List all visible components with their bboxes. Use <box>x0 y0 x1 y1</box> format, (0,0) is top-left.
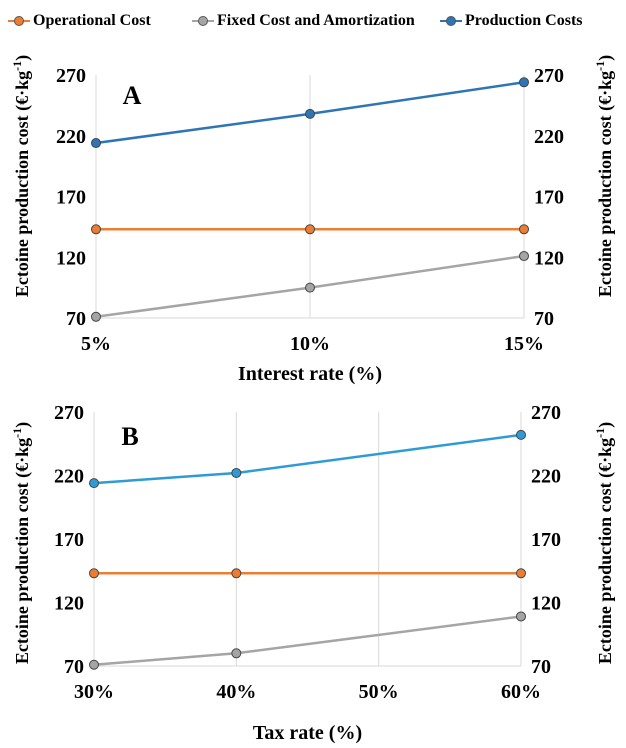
legend-marker-fixed <box>192 8 214 34</box>
y-tick-label-left: 220 <box>54 466 84 488</box>
data-point-production_b <box>232 468 241 477</box>
x-tick-label: 5% <box>81 333 111 355</box>
legend-item-production: Production Costs <box>440 8 583 34</box>
chart-panel-b: 70 70 120 120 170 170 220 220 270 270 30% 40% 50% 60%… <box>0 395 626 748</box>
y-tick-label-right: 170 <box>531 529 561 551</box>
x-tick-label: 30% <box>74 681 114 703</box>
data-point-fixed <box>520 252 529 261</box>
data-point-operational <box>232 569 241 578</box>
y-axis-title-right: Ectoine production cost (€·kg-1) <box>593 55 616 297</box>
y-tick-label-left: 270 <box>56 65 86 87</box>
y-tick-label-left: 270 <box>54 402 84 424</box>
y-tick-label-right: 220 <box>531 466 561 488</box>
data-point-production <box>92 139 101 148</box>
x-axis-title: Interest rate (%) <box>238 363 382 385</box>
y-tick-label-left: 120 <box>56 247 86 269</box>
y-tick-label-left: 120 <box>54 593 84 615</box>
legend-item-operational: Operational Cost <box>8 8 151 34</box>
y-tick-label-left: 70 <box>64 656 84 678</box>
legend-marker-operational <box>8 8 30 34</box>
y-tick-label-left: 220 <box>56 126 86 148</box>
x-tick-label: 40% <box>216 681 256 703</box>
data-point-fixed <box>306 283 315 292</box>
x-tick-label: 60% <box>501 681 541 703</box>
legend-label-production: Production Costs <box>465 12 583 30</box>
data-point-production <box>306 109 315 118</box>
x-tick-label: 50% <box>359 681 399 703</box>
data-point-operational <box>517 569 526 578</box>
y-tick-label-right: 270 <box>531 402 561 424</box>
y-tick-label-right: 70 <box>531 656 551 678</box>
x-tick-label: 15% <box>504 333 544 355</box>
data-point-operational <box>92 225 101 234</box>
x-axis-title: Tax rate (%) <box>253 722 362 744</box>
y-tick-label-right: 170 <box>534 187 564 209</box>
panel-label: B <box>121 422 138 451</box>
data-point-production_b <box>90 479 99 488</box>
data-point-operational <box>520 225 529 234</box>
legend-label-fixed: Fixed Cost and Amortization <box>217 12 415 30</box>
series-line-production_b <box>94 435 521 483</box>
series-line-fixed <box>94 616 521 664</box>
y-axis-title-left: Ectoine production cost (€·kg-1) <box>10 422 33 664</box>
y-tick-label-right: 120 <box>531 593 561 615</box>
data-point-fixed <box>232 649 241 658</box>
y-tick-label-right: 120 <box>534 247 564 269</box>
panel-label: A <box>123 81 142 110</box>
data-point-operational <box>306 225 315 234</box>
data-point-fixed <box>90 660 99 669</box>
y-tick-label-left: 70 <box>66 308 86 330</box>
data-point-operational <box>90 569 99 578</box>
chart-panel-a: 70 70 120 120 170 170 220 220 270 270 5% 10% 15% Inte… <box>0 40 626 390</box>
chart-legend: Operational Cost Fixed Cost and Amortiza… <box>0 8 626 34</box>
y-axis-title-right: Ectoine production cost (€·kg-1) <box>593 422 616 664</box>
y-tick-label-right: 270 <box>534 65 564 87</box>
data-point-fixed <box>517 612 526 621</box>
legend-label-operational: Operational Cost <box>33 12 151 30</box>
data-point-production <box>520 78 529 87</box>
data-point-production_b <box>517 430 526 439</box>
y-tick-label-left: 170 <box>56 187 86 209</box>
data-point-fixed <box>92 312 101 321</box>
x-tick-label: 10% <box>290 333 330 355</box>
legend-item-fixed: Fixed Cost and Amortization <box>192 8 415 34</box>
y-tick-label-right: 220 <box>534 126 564 148</box>
y-tick-label-left: 170 <box>54 529 84 551</box>
legend-marker-production <box>440 8 462 34</box>
y-tick-label-right: 70 <box>534 308 554 330</box>
y-axis-title-left: Ectoine production cost (€·kg-1) <box>10 55 33 297</box>
